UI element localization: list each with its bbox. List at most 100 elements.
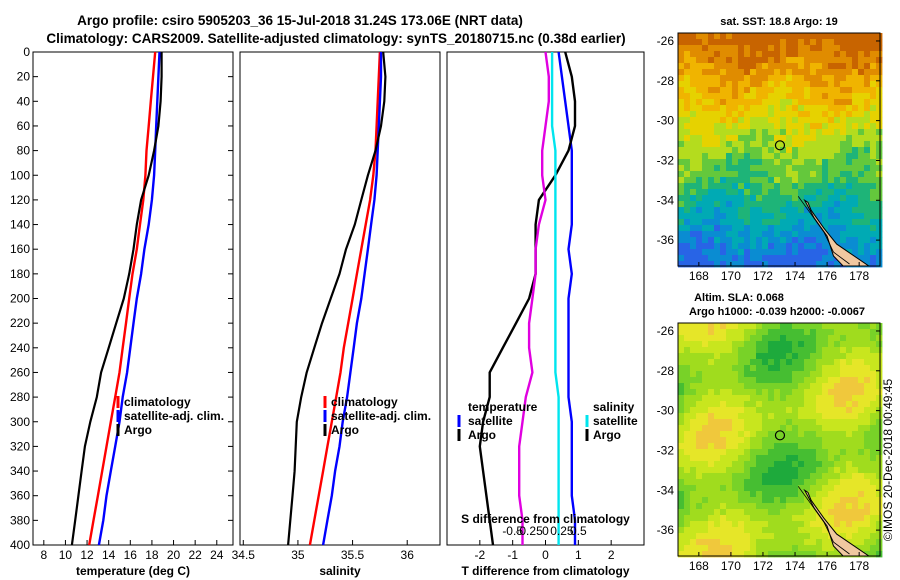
y-tick-label: 340	[10, 464, 30, 478]
isobath-line	[797, 196, 850, 265]
temperature-satellite-line	[557, 51, 577, 545]
s-tick-label: 0.25	[550, 524, 574, 538]
y-tick-label: 280	[10, 390, 30, 404]
y-tick-label: 0	[23, 45, 30, 59]
y-tick-label: -26	[657, 324, 675, 338]
y-tick-label: 140	[10, 218, 30, 232]
x-tick-label: 36	[401, 548, 415, 562]
legend-label: Argo	[331, 423, 359, 437]
x-tick-label: -2	[474, 548, 485, 562]
s-axis-label: S difference from climatology	[461, 512, 630, 526]
x-tick-label: 2	[608, 548, 615, 562]
x-tick-label: 178	[849, 559, 869, 573]
y-tick-label: 80	[17, 144, 31, 158]
x-tick-label: 14	[102, 548, 116, 562]
legend-label: climatology	[124, 395, 191, 409]
x-tick-label: 176	[817, 269, 837, 283]
x-axis-label: temperature (deg C)	[76, 564, 190, 578]
y-tick-label: -26	[657, 34, 675, 48]
y-tick-label: -34	[657, 483, 675, 497]
y-tick-label: 320	[10, 439, 30, 453]
x-tick-label: 10	[59, 548, 73, 562]
y-tick-label: 200	[10, 292, 30, 306]
salinity-argo-line	[518, 51, 550, 545]
argo-line	[287, 51, 387, 546]
temperature-argo-line	[478, 51, 577, 546]
y-tick-label: -28	[657, 74, 675, 88]
y-tick-label: 20	[17, 70, 31, 84]
x-tick-label: 176	[817, 559, 837, 573]
x-tick-label: -1	[507, 548, 518, 562]
y-tick-label: 260	[10, 365, 30, 379]
x-tick-label: 1	[575, 548, 582, 562]
legend-title-temperature: temperature	[468, 400, 538, 414]
map-frame	[677, 322, 881, 557]
y-tick-label: 40	[17, 94, 31, 108]
x-tick-label: 0	[542, 548, 549, 562]
x-tick-label: 172	[753, 269, 773, 283]
x-tick-label: 172	[753, 559, 773, 573]
y-tick-label: 380	[10, 513, 30, 527]
plot-frame	[239, 51, 441, 546]
map-frame	[677, 32, 881, 267]
sst-map-title: sat. SST: 18.8 Argo: 19	[720, 16, 838, 28]
legend-title-salinity: salinity	[593, 400, 635, 414]
legend-label: Argo	[468, 428, 496, 442]
x-tick-label: 34.5	[232, 548, 256, 562]
title-line-2: Climatology: CARS2009. Satellite-adjuste…	[46, 31, 625, 46]
y-tick-label: 180	[10, 267, 30, 281]
title-line-1: Argo profile: csiro 5905203_36 15-Jul-20…	[77, 13, 523, 28]
y-tick-label: -32	[657, 443, 675, 457]
legend-label: Argo	[593, 428, 621, 442]
legend-label: Argo	[124, 423, 152, 437]
x-tick-label: 8	[40, 548, 47, 562]
salinity-satellite-line	[550, 52, 560, 545]
sla-map-panel: -26 -28 -30 -32 -34 -36 168 170 172 174 176 178 Alti…	[657, 292, 883, 573]
y-tick-label: -36	[657, 233, 675, 247]
sst-map-panel: -26 -28 -30 -32 -34 -36 168 170 172 174 176 178 sat.…	[657, 16, 883, 283]
x-tick-label: 22	[188, 548, 202, 562]
y-tick-label: 120	[10, 193, 30, 207]
y-tick-label: 100	[10, 168, 30, 182]
imos-credit: ©IMOS 20-Dec-2018 00:49:45	[881, 379, 895, 542]
temperature-panel: 0 20 40 60 80 100 120 140 160 180 200 220 240 260 280 3…	[10, 45, 234, 578]
x-tick-label: 174	[785, 269, 805, 283]
s-tick-label: 0	[542, 524, 549, 538]
y-tick-label: -28	[657, 364, 675, 378]
sla-map-title-1: Altim. SLA: 0.068	[694, 292, 784, 304]
legend-label: satellite-adj. clim.	[331, 409, 431, 423]
figure-title: Argo profile: csiro 5905203_36 15-Jul-20…	[46, 13, 625, 46]
y-tick-label: 60	[17, 119, 31, 133]
x-tick-label: 12	[80, 548, 94, 562]
plot-frame	[32, 51, 234, 546]
x-tick-label: 35.5	[341, 548, 365, 562]
sla-map-title-2: Argo h1000: -0.039 h2000: -0.0067	[689, 306, 865, 318]
argo-line	[70, 52, 163, 546]
x-tick-label: 178	[849, 269, 869, 283]
climatology-line	[88, 51, 157, 546]
x-tick-label: 174	[785, 559, 805, 573]
float-position-marker	[774, 430, 786, 441]
salinity-panel: 34.5 35 35.5 36 salinity climatologysatellite…	[232, 51, 441, 578]
x-tick-label: 24	[210, 548, 224, 562]
y-tick-label: 220	[10, 316, 30, 330]
legend-label: satellite	[468, 414, 513, 428]
s-tick-label: 0.5	[570, 524, 587, 538]
x-tick-label: 168	[689, 269, 709, 283]
x-tick-label: 35	[291, 548, 305, 562]
s-tick-label: -0.25	[515, 524, 543, 538]
y-tick-label: 300	[10, 415, 30, 429]
y-tick-label: 240	[10, 341, 30, 355]
y-tick-label: 360	[10, 489, 30, 503]
y-tick-label: -30	[657, 404, 675, 418]
x-tick-label: 20	[167, 548, 181, 562]
x-tick-label: 168	[689, 559, 709, 573]
isobath-line	[797, 486, 850, 555]
credit-note: ©IMOS 20-Dec-2018 00:49:45	[881, 379, 895, 542]
legend-label: satellite	[593, 414, 638, 428]
y-tick-label: -36	[657, 523, 675, 537]
sst-field	[678, 33, 883, 268]
x-tick-label: 170	[721, 269, 741, 283]
y-tick-label: -32	[657, 153, 675, 167]
